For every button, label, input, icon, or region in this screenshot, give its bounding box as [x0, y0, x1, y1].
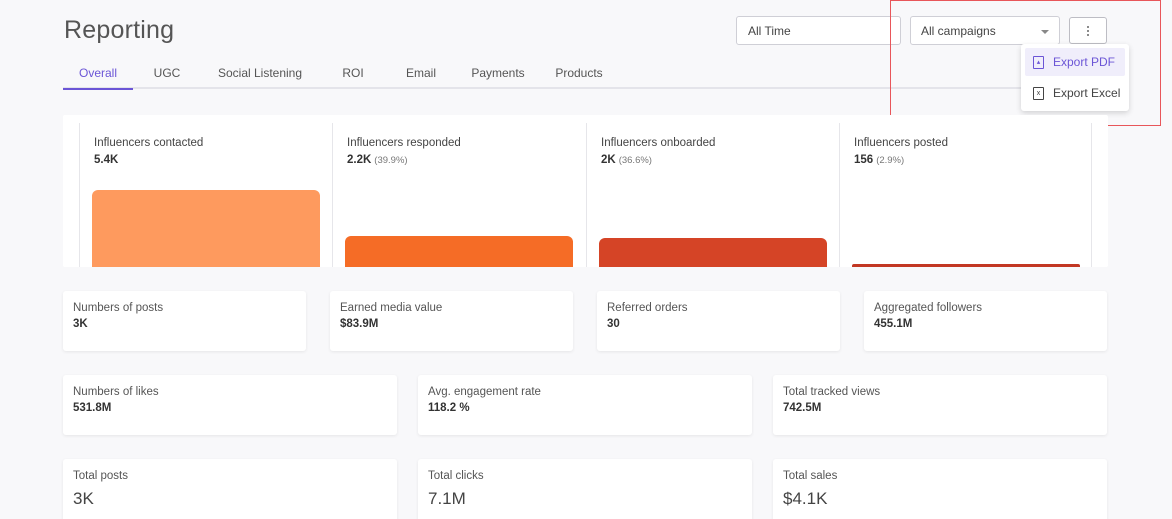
stat-value: 30	[607, 318, 620, 330]
export-excel-label: Export Excel	[1053, 86, 1121, 100]
funnel-stage-contacted: Influencers contacted 5.4K	[79, 123, 333, 267]
funnel-label: Influencers contacted	[94, 137, 204, 149]
funnel-stage-responded: Influencers responded 2.2K (39.9%)	[332, 123, 586, 267]
tab-bar: Overall UGC Social Listening ROI Email P…	[63, 60, 1108, 90]
tab-payments[interactable]: Payments	[471, 66, 525, 80]
stat-value: 531.8M	[73, 402, 112, 414]
funnel-value: 2.2K (39.9%)	[347, 154, 408, 166]
tab-ugc[interactable]: UGC	[153, 66, 181, 80]
funnel-bar	[345, 236, 573, 267]
funnel-bar	[599, 238, 827, 267]
funnel-stage-onboarded: Influencers onboarded 2K (36.6%)	[586, 123, 840, 267]
stat-card-total-clicks: Total clicks 7.1M	[418, 459, 752, 519]
funnel-value: 2K (36.6%)	[601, 154, 652, 166]
campaign-select[interactable]: All campaigns	[910, 16, 1060, 45]
stat-card-likes: Numbers of likes 531.8M	[63, 375, 397, 435]
stat-value: 455.1M	[874, 318, 913, 330]
more-vertical-icon	[1087, 25, 1089, 36]
stat-value: 7.1M	[428, 489, 466, 508]
stat-card-engagement-rate: Avg. engagement rate 118.2 %	[418, 375, 752, 435]
caret-down-icon	[1041, 30, 1049, 34]
stat-label: Numbers of posts	[73, 302, 164, 314]
stat-value: 3K	[73, 318, 88, 330]
funnel-value: 5.4K	[94, 154, 119, 166]
stat-card-posts: Numbers of posts 3K	[63, 291, 306, 351]
influencer-funnel-chart: Influencers contacted 5.4K Influencers r…	[63, 115, 1108, 267]
export-excel-menu-item[interactable]: x Export Excel	[1025, 79, 1125, 107]
stat-card-earned-media: Earned media value $83.9M	[330, 291, 573, 351]
funnel-value: 156 (2.9%)	[854, 154, 905, 166]
campaign-value: All campaigns	[921, 24, 996, 38]
stat-label: Aggregated followers	[874, 302, 983, 314]
stat-label: Numbers of likes	[73, 386, 159, 398]
stat-card-total-sales: Total sales $4.1K	[773, 459, 1107, 519]
stat-label: Total tracked views	[783, 386, 881, 398]
stat-card-tracked-views: Total tracked views 742.5M	[773, 375, 1107, 435]
stat-value: 742.5M	[783, 402, 822, 414]
tab-products[interactable]: Products	[555, 66, 603, 80]
stat-card-total-posts: Total posts 3K	[63, 459, 397, 519]
tab-roi[interactable]: ROI	[342, 66, 364, 80]
stat-label: Total sales	[783, 470, 838, 482]
excel-file-icon: x	[1033, 86, 1044, 100]
stat-value: $4.1K	[783, 489, 828, 508]
stat-card-referred-orders: Referred orders 30	[597, 291, 840, 351]
stat-card-followers: Aggregated followers 455.1M	[864, 291, 1107, 351]
export-menu: ▴ Export PDF x Export Excel	[1021, 44, 1129, 111]
pdf-file-icon: ▴	[1033, 55, 1044, 69]
date-range-select[interactable]: All Time	[736, 16, 901, 45]
tab-social-listening[interactable]: Social Listening	[217, 66, 303, 80]
stat-label: Avg. engagement rate	[428, 386, 541, 398]
funnel-bar	[852, 264, 1080, 267]
export-pdf-menu-item[interactable]: ▴ Export PDF	[1025, 48, 1125, 76]
funnel-label: Influencers posted	[854, 137, 948, 149]
funnel-bar	[92, 190, 320, 267]
stat-value: 3K	[73, 489, 94, 508]
funnel-stage-posted: Influencers posted 156 (2.9%)	[839, 123, 1092, 267]
tab-overall[interactable]: Overall	[63, 66, 133, 90]
stat-label: Earned media value	[340, 302, 443, 314]
tab-email[interactable]: Email	[405, 66, 436, 80]
stat-label: Referred orders	[607, 302, 688, 314]
stat-value: 118.2 %	[428, 402, 470, 414]
date-range-value: All Time	[748, 24, 791, 38]
more-options-button[interactable]	[1069, 17, 1107, 44]
stat-label: Total posts	[73, 470, 128, 482]
page-title: Reporting	[64, 16, 175, 44]
export-pdf-label: Export PDF	[1053, 55, 1116, 69]
funnel-label: Influencers responded	[347, 137, 461, 149]
funnel-label: Influencers onboarded	[601, 137, 716, 149]
stat-label: Total clicks	[428, 470, 484, 482]
stat-value: $83.9M	[340, 318, 379, 330]
